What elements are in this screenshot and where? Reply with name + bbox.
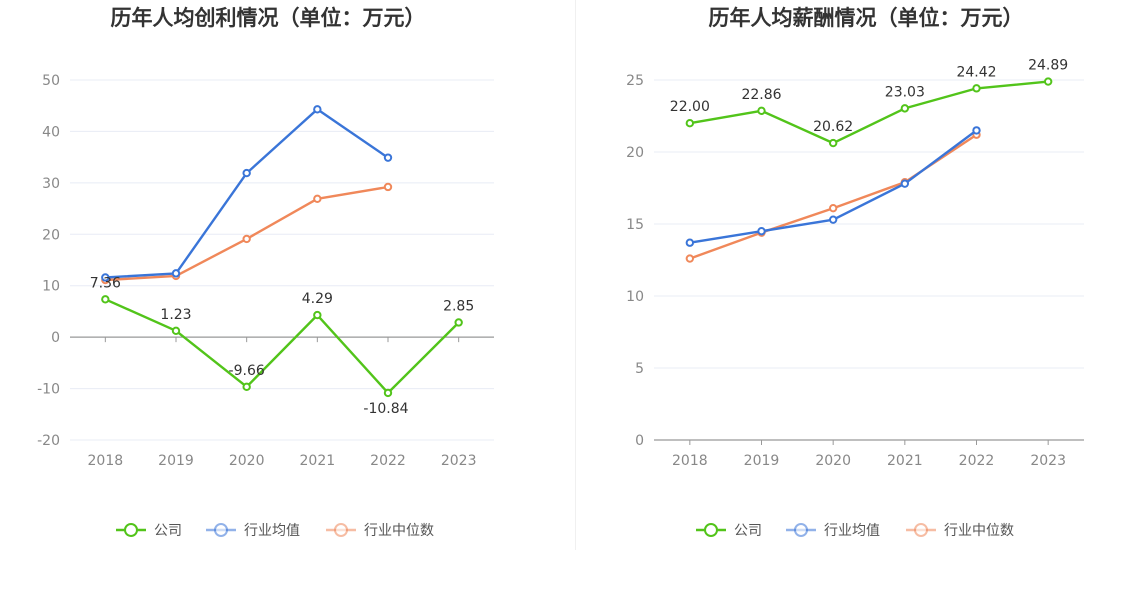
profit-point-2-行业中位数: [242, 234, 251, 244]
salary-series-line-2: [689, 133, 978, 260]
salary-point-0-公司: [972, 84, 981, 93]
profit-point-0-公司: [313, 310, 322, 320]
profit-point-0-公司: [383, 388, 393, 398]
profit-point-1-行业均值: [383, 153, 393, 162]
profit-legend-item-2[interactable]: 行业中位数: [326, 523, 434, 539]
profit-point-1-行业均值: [171, 269, 181, 278]
profit-point-2-行业中位数: [383, 182, 393, 192]
salary-series-line-0: [689, 80, 1049, 145]
profit-data-label: 7.36: [90, 275, 121, 291]
salary-legend-label: 公司: [734, 523, 762, 539]
salary-x-tick-label: 2018: [672, 453, 708, 469]
profit-y-tick-label: -20: [37, 433, 60, 449]
salary-legend-marker: [704, 523, 718, 537]
salary-y-tick-label: 10: [626, 289, 644, 305]
panel-divider: [575, 0, 576, 550]
profit-data-label: -10.84: [363, 401, 408, 417]
profit-data-label: -9.66: [229, 363, 265, 379]
salary-legend-item-2[interactable]: 行业中位数: [906, 523, 1014, 539]
salary-data-label: 22.00: [670, 99, 710, 115]
profit-y-tick-label: 20: [42, 227, 60, 243]
salary-x-tick-label: 2020: [815, 453, 851, 469]
salary-chart-panel: 历年人均薪酬情况（单位：万元） 25 20 15 10 5 0 2018 2019 2020 202…: [576, 0, 1148, 589]
salary-y-tick-label: 25: [626, 73, 644, 89]
salary-y-tick-label: 20: [626, 145, 644, 161]
salary-point-1-行业均值: [685, 238, 695, 247]
salary-data-label: 22.86: [741, 87, 781, 103]
salary-point-0-公司: [900, 104, 910, 113]
salary-point-1-行业均值: [757, 227, 766, 236]
profit-y-tick-label: 10: [42, 279, 60, 295]
salary-legend-label: 行业均值: [824, 523, 880, 539]
profit-series-line-0: [104, 298, 460, 395]
salary-legend-marker: [794, 523, 808, 537]
profit-y-tick-label: 40: [42, 124, 60, 140]
profit-point-0-公司: [171, 326, 181, 336]
salary-data-label: 24.89: [1028, 58, 1068, 74]
salary-data-label: 20.62: [813, 119, 853, 135]
profit-y-tick-label: 0: [51, 330, 60, 346]
profit-x-tick-label: 2019: [158, 453, 194, 469]
profit-x-tick-label: 2022: [370, 453, 406, 469]
profit-data-label: 4.29: [302, 291, 333, 307]
profit-legend-label: 公司: [154, 523, 182, 539]
salary-x-tick-label: 2023: [1030, 453, 1066, 469]
profit-legend-label: 行业均值: [244, 523, 300, 539]
profit-legend-label: 行业中位数: [364, 523, 434, 539]
salary-data-label: 23.03: [885, 84, 925, 100]
profit-data-label: 2.85: [443, 298, 474, 314]
profit-x-tick-label: 2018: [88, 453, 124, 469]
salary-x-tick-label: 2019: [744, 453, 780, 469]
profit-x-tick-label: 2021: [300, 453, 336, 469]
salary-x-tick-label: 2022: [959, 453, 995, 469]
salary-legend-item-1[interactable]: 行业均值: [786, 523, 880, 539]
salary-legend-item-0[interactable]: 公司: [696, 523, 762, 539]
salary-point-0-公司: [685, 119, 695, 128]
salary-point-2-行业中位数: [828, 203, 838, 213]
profit-chart-title: 历年人均创利情况（单位：万元）: [111, 6, 426, 30]
salary-chart: 历年人均薪酬情况（单位：万元） 25 20 15 10 5 0 2018 2019 2020 202…: [626, 6, 1084, 539]
profit-point-2-行业中位数: [313, 194, 322, 204]
salary-y-tick-label: 5: [635, 361, 644, 377]
salary-point-1-行业均值: [900, 179, 910, 188]
profit-data-label: 1.23: [160, 307, 191, 323]
profit-point-0-公司: [242, 382, 251, 392]
profit-point-1-行业均值: [242, 168, 251, 178]
salary-y-tick-label: 15: [626, 217, 644, 233]
profit-y-tick-label: -10: [37, 382, 60, 398]
profit-x-tick-label: 2020: [229, 453, 265, 469]
profit-legend-marker: [334, 523, 348, 537]
salary-data-label: 24.42: [956, 64, 996, 80]
profit-y-tick-label: 30: [42, 176, 60, 192]
profit-legend-item-1[interactable]: 行业均值: [206, 523, 300, 539]
salary-point-1-行业均值: [828, 215, 838, 224]
profit-chart: 历年人均创利情况（单位：万元） 50 40 30 20 10 0 -10 -20 2018 2019…: [37, 6, 494, 539]
profit-chart-panel: 历年人均创利情况（单位：万元） 50 40 30 20 10 0 -10 -20 2018 2019…: [37, 6, 494, 539]
profit-series-line-2: [105, 185, 389, 282]
salary-point-2-行业中位数: [685, 254, 695, 263]
profit-point-0-公司: [101, 295, 110, 304]
salary-legend-label: 行业中位数: [944, 523, 1014, 539]
profit-y-tick-label: 50: [42, 73, 60, 89]
salary-point-0-公司: [828, 138, 838, 148]
profit-x-tick-label: 2023: [441, 453, 477, 469]
profit-legend-item-0[interactable]: 公司: [116, 523, 182, 539]
salary-x-tick-label: 2021: [887, 453, 923, 469]
profit-point-1-行业均值: [313, 105, 322, 114]
salary-y-tick-label: 0: [635, 433, 644, 449]
salary-point-0-公司: [1043, 77, 1053, 86]
salary-chart-title: 历年人均薪酬情况（单位：万元）: [709, 6, 1024, 30]
salary-point-1-行业均值: [972, 126, 981, 135]
salary-point-0-公司: [757, 106, 766, 116]
profit-point-1-行业均值: [101, 273, 110, 282]
profit-point-0-公司: [454, 318, 463, 327]
profit-legend-marker: [214, 523, 228, 537]
salary-legend-marker: [914, 523, 928, 537]
profit-legend-marker: [124, 523, 138, 537]
